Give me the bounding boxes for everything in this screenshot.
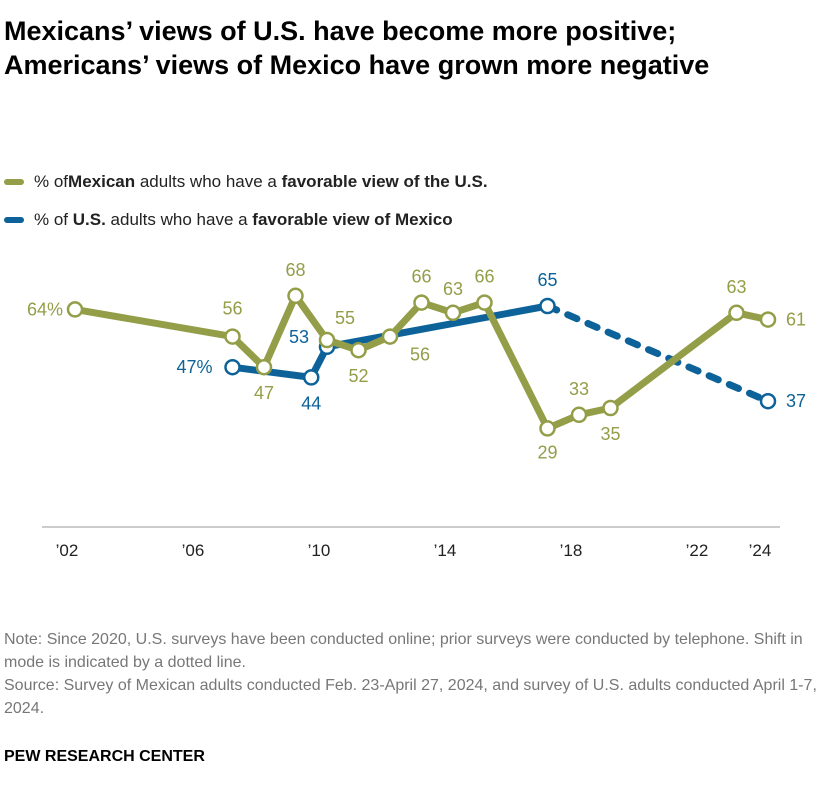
x-tick-label: ’18: [560, 541, 583, 560]
mexico-point: [381, 328, 399, 345]
x-tick-label: ’02: [56, 541, 79, 560]
chart-title: Mexicans’ views of U.S. have become more…: [4, 16, 710, 80]
source-text: Source: Survey of Mexican adults conduct…: [4, 677, 817, 717]
legend-text: % of: [34, 172, 69, 191]
mexico-line-segment: [481, 299, 551, 432]
mexico-point: [602, 399, 619, 417]
mexico-data-label: 66: [411, 267, 431, 287]
legend-text: favorable view of the U.S.: [281, 172, 488, 191]
mexico-data-label: 35: [600, 424, 620, 444]
mexico-point: [570, 406, 588, 424]
legend-text: favorable view of Mexico: [252, 210, 453, 229]
legend-text: Mexican: [68, 172, 136, 191]
mexico-data-label: 64%: [27, 299, 63, 319]
note-text: Note: Since 2020, U.S. surveys have been…: [4, 631, 803, 671]
us-data-label: 47%: [176, 357, 212, 377]
mexico-point: [255, 358, 273, 376]
line-chart: ’02 ’06 ’10 ’14 ’18 ’22 ’24 47% 44 53 65 37 64% 56 47 6…: [27, 260, 806, 560]
mexico-data-label: 66: [474, 267, 494, 287]
mexico-data-label: 47: [254, 383, 274, 403]
mexico-line-segment: [292, 292, 331, 344]
us-line-segment: [323, 302, 551, 351]
mexico-data-label: 33: [569, 379, 589, 399]
us-line-segment: [544, 302, 772, 405]
mexico-point: [413, 294, 430, 311]
legend-text: adults who have a: [105, 210, 253, 229]
mexico-data-label: 52: [348, 366, 368, 386]
mexico-line-segment: [260, 292, 299, 371]
us-data-label: 37: [786, 391, 806, 411]
mexico-point: [318, 331, 336, 349]
mexico-data-label: 63: [443, 279, 463, 299]
mexico-point: [224, 328, 241, 345]
mexico-point: [350, 341, 367, 359]
mexico-data-label: 63: [726, 277, 746, 297]
legend-item-mexican: % of Mexican adults who have a favorable…: [4, 172, 488, 192]
us-point: [224, 358, 241, 376]
us-data-label: 65: [537, 270, 557, 290]
brand-logo-text: PEW RESEARCH CENTER: [4, 748, 205, 765]
legend-swatch: [4, 179, 24, 185]
mexico-line-segment: [607, 309, 740, 412]
x-tick-label: ’14: [434, 541, 457, 560]
x-tick-label: ’24: [749, 541, 772, 560]
mexico-point: [287, 287, 304, 305]
mexico-point: [444, 304, 462, 322]
mexico-data-label: 56: [222, 299, 242, 319]
x-tick-label: ’10: [308, 541, 331, 560]
legend-text: U.S.: [72, 210, 106, 229]
x-tick-label: ’06: [182, 541, 205, 560]
us-point: [539, 297, 556, 315]
us-data-label: 53: [289, 327, 309, 347]
mexico-data-label: 29: [537, 442, 557, 462]
mexico-data-label: 55: [335, 308, 355, 328]
us-point: [759, 392, 777, 410]
mexico-point: [66, 301, 84, 318]
notes: Note: Since 2020, U.S. surveys have been…: [4, 628, 824, 720]
mexico-point: [728, 304, 745, 322]
mexico-point: [476, 294, 493, 311]
mexico-data-label: 56: [410, 345, 430, 365]
legend-text: % of: [34, 210, 73, 229]
legend-item-us: % of U.S. adults who have a favorable vi…: [4, 210, 453, 230]
mexico-data-label: 61: [786, 310, 806, 330]
us-line-segment: [229, 363, 315, 381]
mexico-data-label: 68: [285, 260, 305, 280]
mexico-line-segment: [71, 305, 236, 341]
x-tick-label: ’22: [686, 541, 709, 560]
mexico-point: [539, 420, 556, 437]
legend-swatch: [4, 217, 24, 223]
us-data-label: 44: [301, 393, 321, 413]
legend-text: adults who have a: [135, 172, 282, 191]
mexico-point: [759, 311, 777, 328]
us-point: [303, 369, 320, 386]
